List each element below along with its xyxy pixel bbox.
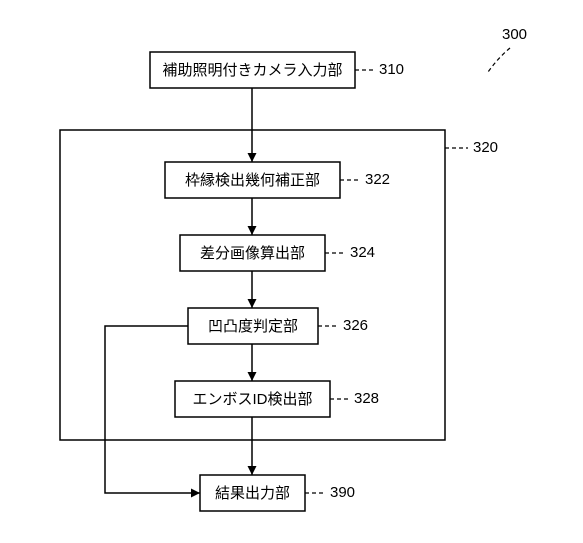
node-number-390: 390 <box>330 484 355 501</box>
node-label-328: エンボスID検出部 <box>192 391 312 408</box>
node-number-326: 326 <box>343 317 368 334</box>
node-number-310: 310 <box>379 61 404 78</box>
leader-300 <box>488 48 510 72</box>
node-label-322: 枠縁検出幾何補正部 <box>185 172 320 189</box>
node-label-390: 結果出力部 <box>215 485 290 502</box>
container-number: 320 <box>473 139 498 156</box>
node-number-322: 322 <box>365 171 390 188</box>
node-number-328: 328 <box>354 390 379 407</box>
node-label-324: 差分画像算出部 <box>200 244 305 262</box>
node-label-310: 補助照明付きカメラ入力部 <box>162 62 342 79</box>
diagram-number: 300 <box>502 26 527 43</box>
node-label-326: 凹凸度判定部 <box>208 318 298 335</box>
node-number-324: 324 <box>350 244 375 261</box>
